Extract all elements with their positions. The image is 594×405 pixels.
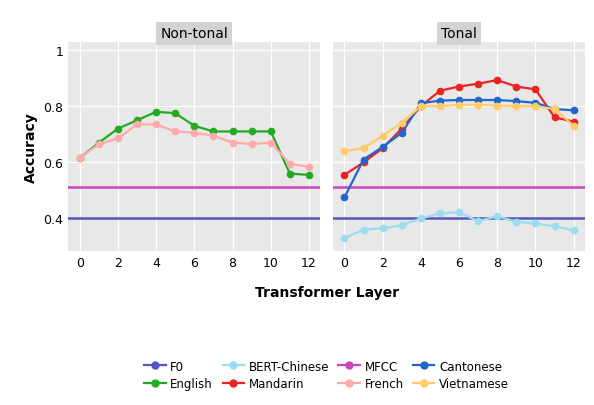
Y-axis label: Accuracy: Accuracy xyxy=(24,111,38,182)
Text: Transformer Layer: Transformer Layer xyxy=(255,286,399,299)
Title: Tonal: Tonal xyxy=(441,28,477,41)
Legend: F0, English, BERT-Chinese, Mandarin, MFCC, French, Cantonese, Vietnamese: F0, English, BERT-Chinese, Mandarin, MFC… xyxy=(140,355,514,395)
Title: Non-tonal: Non-tonal xyxy=(160,28,228,41)
